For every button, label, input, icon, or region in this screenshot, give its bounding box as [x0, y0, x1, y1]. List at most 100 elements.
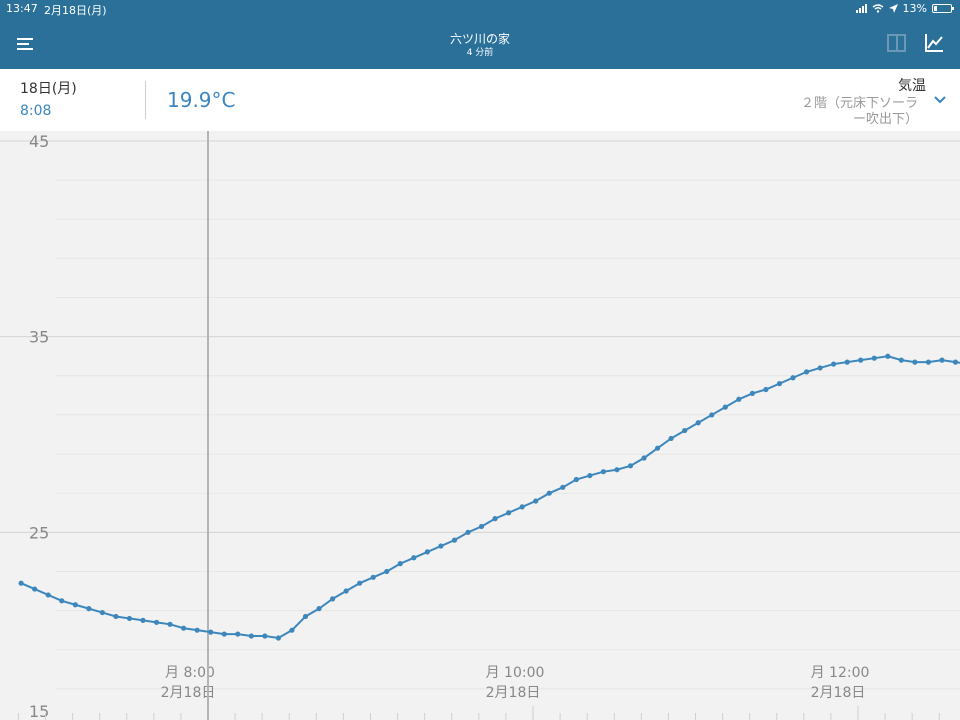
data-point [221, 631, 227, 637]
data-point [302, 613, 309, 620]
status-date: 2月18日(月) [44, 4, 107, 17]
data-point [871, 355, 877, 361]
panel-layout-icon[interactable] [887, 34, 906, 52]
data-point [451, 537, 458, 543]
data-point [72, 602, 78, 608]
sensor-name-line2[interactable]: ー吹出下） [852, 112, 918, 127]
data-point [465, 529, 471, 535]
status-time: 13:47 [6, 2, 38, 15]
data-point [641, 455, 647, 461]
data-point [248, 633, 254, 639]
data-point [885, 353, 891, 359]
data-point [952, 359, 959, 365]
nav-bar: 六ツ川の家 4 分前 [0, 18, 960, 69]
data-point [289, 627, 295, 633]
data-point [235, 631, 241, 637]
chart-svg[interactable]: 45 35 25 15 月 8:00 2月18日 月 10:00 2月18日 月 12:00 2月… [0, 131, 960, 720]
data-point [167, 621, 173, 627]
x-tick-label: 月 8:00 [165, 665, 215, 681]
series-line [20, 355, 960, 640]
data-point [343, 588, 349, 594]
data-point [587, 472, 593, 479]
data-point [329, 596, 336, 602]
y-tick-label: 15 [29, 702, 49, 720]
hamburger-menu-icon[interactable] [17, 37, 33, 50]
data-point [370, 574, 376, 580]
data-point [316, 606, 322, 612]
data-point [695, 420, 701, 426]
metric-selector-label[interactable]: 気温 [898, 78, 926, 94]
data-point [208, 629, 214, 635]
x-tick-date-label: 2月18日 [486, 685, 541, 701]
x-tick-label: 月 10:00 [486, 665, 545, 681]
data-point [736, 396, 742, 402]
data-point [32, 586, 38, 592]
data-point [898, 357, 904, 363]
selected-day: 18日(月) [20, 81, 77, 97]
data-point [776, 381, 783, 387]
data-point [925, 359, 932, 365]
data-point [803, 369, 810, 375]
y-tick-label: 45 [29, 132, 49, 151]
line-chart-icon[interactable] [924, 33, 944, 53]
data-point [181, 625, 187, 631]
x-tick-date-label: 2月18日 [811, 685, 866, 701]
selected-temperature: 19.9°C [167, 88, 236, 112]
data-point [262, 633, 268, 639]
divider [145, 81, 146, 119]
data-point [817, 365, 823, 371]
status-bar: 13:47 2月18日(月) 13% [0, 0, 960, 18]
data-point [912, 359, 918, 365]
data-point [654, 445, 661, 451]
data-point [533, 498, 539, 504]
status-indicators: 13% [855, 2, 954, 15]
data-point [722, 404, 728, 410]
cellular-signal-icon [855, 4, 867, 13]
data-point [573, 476, 579, 483]
data-point [113, 613, 119, 620]
battery-icon [932, 4, 954, 13]
temperature-chart[interactable]: 45 35 25 15 月 8:00 2月18日 月 10:00 2月18日 月 12:00 2月… [0, 131, 960, 720]
last-updated: 4 分前 [466, 48, 494, 58]
data-point [424, 549, 430, 555]
data-point [438, 543, 444, 549]
data-point [397, 561, 403, 567]
reading-info-bar: 18日(月) 8:08 19.9°C 気温 ２階（元床下ソーラ ー吹出下） [0, 69, 960, 131]
data-point [668, 435, 674, 442]
data-point [749, 390, 755, 397]
data-point [939, 357, 945, 363]
data-point [478, 523, 485, 530]
data-point [831, 361, 837, 367]
data-point [59, 598, 65, 604]
data-point [357, 580, 363, 586]
wifi-icon [872, 4, 884, 13]
data-point [18, 580, 24, 586]
data-point [506, 510, 512, 516]
selected-time: 8:08 [20, 103, 52, 119]
y-tick-label: 25 [29, 523, 49, 542]
data-point [86, 606, 92, 612]
data-point [560, 484, 566, 490]
chevron-down-icon[interactable] [933, 95, 947, 105]
data-point [140, 617, 146, 623]
y-tick-label: 35 [29, 328, 49, 347]
data-point [858, 357, 864, 363]
page-title: 六ツ川の家 [449, 32, 510, 46]
data-point [411, 555, 417, 561]
data-point [45, 592, 51, 598]
sensor-name-line1[interactable]: ２階（元床下ソーラ [800, 96, 918, 111]
data-point [614, 467, 620, 473]
data-point [153, 619, 160, 625]
data-point [275, 635, 282, 641]
data-point [844, 359, 850, 365]
x-tick-label: 月 12:00 [811, 665, 870, 681]
data-point [709, 412, 715, 418]
data-point [126, 615, 133, 622]
data-point [682, 427, 688, 434]
data-point [546, 490, 552, 496]
data-point [627, 463, 634, 469]
data-point [600, 469, 607, 475]
data-point [492, 516, 498, 522]
data-point [519, 504, 525, 510]
data-point [763, 386, 769, 393]
